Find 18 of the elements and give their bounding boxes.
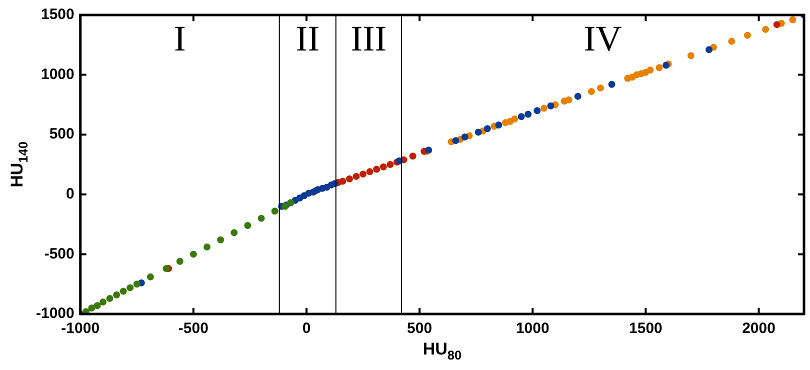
x-tick-label: 0 [302, 320, 311, 338]
annotation: I [174, 18, 186, 58]
y-tick-label: 1500 [40, 6, 74, 24]
y-tick-label: -500 [44, 245, 74, 262]
x-tick-label: -1000 [61, 320, 100, 338]
y-tick-label: 1000 [40, 66, 74, 83]
x-tick-label: 1000 [516, 320, 550, 338]
annotation: IV [584, 18, 622, 58]
x-tick-label: 1500 [629, 320, 662, 338]
y-tick-label: -1000 [36, 305, 74, 322]
annotation: III [350, 18, 387, 58]
annotation: II [296, 18, 320, 58]
y-tick-label: 500 [49, 126, 74, 143]
y-tick-label: 0 [66, 186, 74, 203]
x-tick-label: 500 [407, 320, 432, 338]
x-tick-label: 2000 [742, 320, 776, 338]
x-tick-label: -500 [178, 320, 208, 338]
y-axis-title: HU140 [8, 142, 30, 188]
